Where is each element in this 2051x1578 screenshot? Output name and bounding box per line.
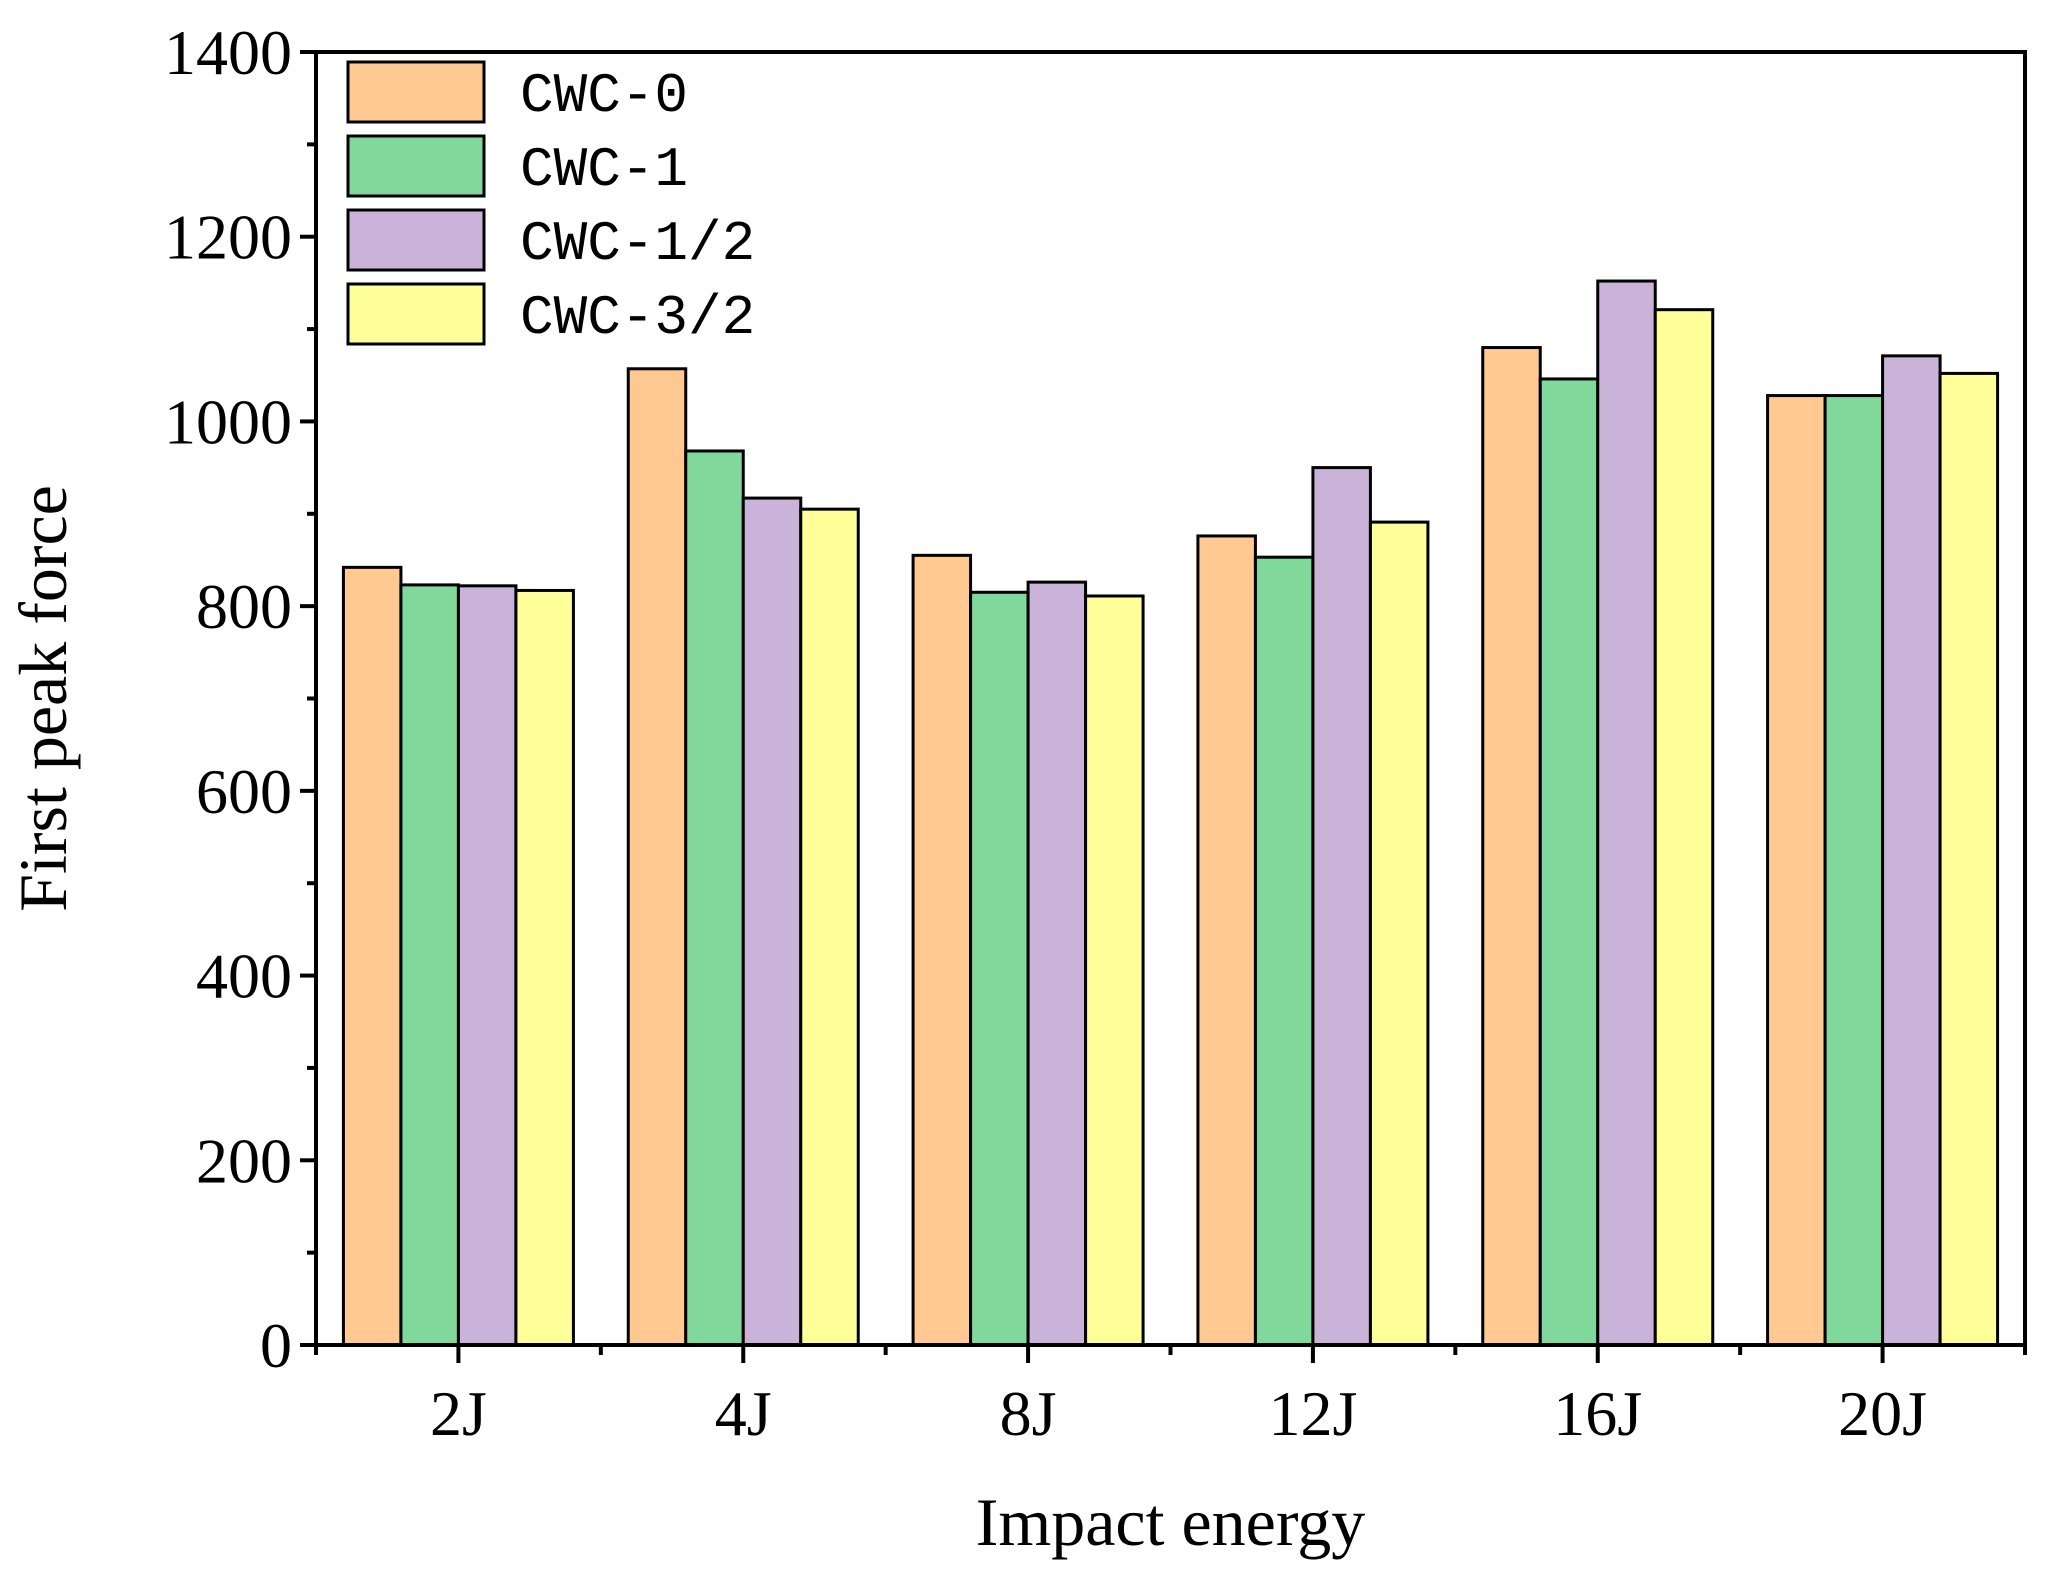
bar-cwc-3-2-2j bbox=[514, 588, 575, 1347]
bar-cwc-3-2-4j bbox=[799, 507, 860, 1347]
x-tick-label: 16J bbox=[1553, 1378, 1642, 1449]
x-tick-label: 8J bbox=[1000, 1378, 1057, 1449]
y-tick-label: 1200 bbox=[164, 202, 292, 273]
bar-cwc-3-2-20j bbox=[1938, 371, 2000, 1347]
legend-swatch bbox=[346, 282, 486, 346]
y-tick-label: 600 bbox=[196, 756, 292, 827]
x-tick-label: 2J bbox=[430, 1378, 487, 1449]
x-tick-label: 4J bbox=[715, 1378, 772, 1449]
bar-cwc-3-2-8j bbox=[1084, 594, 1145, 1347]
y-tick-label: 0 bbox=[260, 1310, 292, 1381]
bar-cwc-1-2-8j bbox=[1026, 580, 1088, 1347]
y-tick-label: 200 bbox=[196, 1125, 292, 1196]
bar-cwc-1-2-16j bbox=[1596, 279, 1657, 1347]
bar-cwc-1-4j bbox=[684, 449, 745, 1347]
bar-cwc-1-2-12j bbox=[1311, 466, 1372, 1347]
bar-cwc-1-2-2j bbox=[456, 584, 518, 1347]
bars-group bbox=[341, 279, 2000, 1347]
bar-cwc-1-16j bbox=[1538, 377, 1600, 1347]
legend-label: CWC-0 bbox=[520, 64, 688, 128]
bar-cwc-1-8j bbox=[969, 590, 1030, 1347]
bar-cwc-1-2j bbox=[399, 583, 460, 1347]
bar-cwc-3-2-16j bbox=[1653, 308, 1715, 1347]
bar-cwc-3-2-12j bbox=[1368, 520, 1430, 1347]
bar-cwc-1-2-4j bbox=[741, 496, 803, 1347]
x-axis-ticks: 2J 4J 8J 12J 16J 20J bbox=[314, 1345, 2027, 1449]
x-tick-label: 20J bbox=[1838, 1378, 1927, 1449]
x-axis-title: Impact energy bbox=[976, 1484, 1366, 1560]
bar-cwc-0-16j bbox=[1481, 346, 1542, 1347]
legend-label: CWC-1/2 bbox=[520, 212, 755, 276]
bar-cwc-0-8j bbox=[911, 553, 973, 1347]
y-tick-label: 800 bbox=[196, 571, 292, 642]
bar-cwc-1-12j bbox=[1253, 555, 1315, 1347]
bar-cwc-1-2-20j bbox=[1881, 354, 1942, 1347]
legend-swatch bbox=[346, 60, 486, 124]
bar-cwc-0-2j bbox=[341, 565, 403, 1347]
x-tick-label: 12J bbox=[1268, 1378, 1357, 1449]
bar-cwc-1-20j bbox=[1823, 394, 1885, 1347]
legend: CWC-0 CWC-1 CWC-1/2 CWC-3/2 bbox=[346, 60, 755, 350]
y-tick-label: 400 bbox=[196, 941, 292, 1012]
y-axis-title: First peak force bbox=[5, 485, 81, 912]
bar-cwc-0-4j bbox=[626, 367, 688, 1347]
y-axis-ticks: 0 200 400 600 800 1000 1200 1400 bbox=[164, 17, 316, 1381]
legend-swatch bbox=[346, 134, 486, 198]
bar-cwc-0-12j bbox=[1196, 534, 1257, 1347]
legend-label: CWC-1 bbox=[520, 138, 688, 202]
y-tick-label: 1000 bbox=[164, 386, 292, 457]
bar-cwc-0-20j bbox=[1766, 394, 1827, 1347]
legend-swatch bbox=[346, 208, 486, 272]
y-tick-label: 1400 bbox=[164, 17, 292, 88]
legend-label: CWC-3/2 bbox=[520, 286, 755, 350]
